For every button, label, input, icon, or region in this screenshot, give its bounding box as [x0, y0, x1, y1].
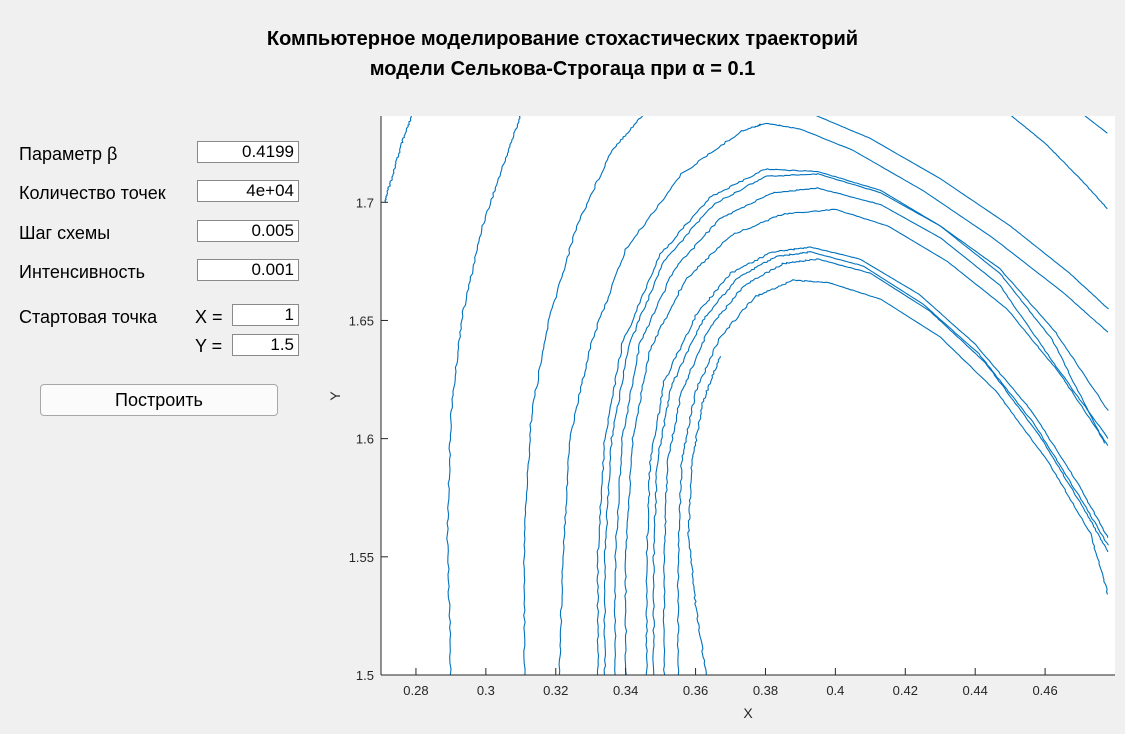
trajectory-line: [645, 246, 1109, 675]
start-y-field[interactable]: 1.5: [232, 334, 299, 356]
x-tick-label: 0.34: [613, 683, 638, 698]
x-tick-label: 0.36: [683, 683, 708, 698]
x-tick-label: 0.3: [477, 683, 495, 698]
start-x-field[interactable]: 1: [232, 304, 299, 326]
points-label: Количество точек: [19, 183, 166, 203]
trajectory-line: [662, 258, 1109, 675]
y-tick-label: 1.6: [356, 432, 374, 447]
start-x-label: X =: [195, 307, 223, 327]
x-tick-label: 0.32: [543, 683, 568, 698]
build-button[interactable]: Построить: [40, 384, 278, 416]
x-tick-label: 0.4: [826, 683, 844, 698]
x-tick-label: 0.42: [893, 683, 918, 698]
y-tick-label: 1.65: [349, 313, 374, 328]
y-axis-label: Y: [327, 391, 343, 401]
beta-field[interactable]: 0.4199: [197, 141, 299, 163]
trajectory-line: [603, 172, 1106, 675]
x-tick-label: 0.46: [1032, 683, 1057, 698]
title-line-1: Компьютерное моделирование стохастически…: [266, 28, 859, 50]
x-tick-label: 0.28: [403, 683, 428, 698]
trajectory-line: [1084, 116, 1108, 134]
trajectory-line: [1010, 116, 1108, 210]
points-field[interactable]: 4e+04: [197, 180, 299, 202]
trajectory-line: [384, 116, 412, 203]
trajectory-line: [676, 279, 1109, 675]
y-tick-label: 1.55: [349, 550, 374, 565]
trajectory-line: [613, 187, 1109, 675]
start-point-label: Стартовая точка: [19, 307, 158, 327]
trajectory-line: [687, 356, 722, 675]
axes-layer: 0.28 0.3 0.32 0.34 0.36 0.38 0.4 0.42 0.44 0.46 1.…: [349, 116, 1115, 698]
start-y-label: Y =: [195, 336, 223, 356]
trajectory-line: [446, 116, 522, 675]
intensity-label: Интенсивность: [19, 262, 146, 282]
x-tick-label: 0.38: [753, 683, 778, 698]
trajectory-line: [652, 251, 1109, 675]
trajectory-line: [624, 208, 1109, 675]
series-layer: [384, 116, 1109, 675]
x-axis-label: X: [743, 705, 753, 721]
step-field[interactable]: 0.005: [197, 220, 299, 242]
plot-area: [381, 116, 1115, 675]
page-title: Компьютерное моделирование стохастически…: [0, 24, 1125, 84]
step-label: Шаг схемы: [19, 223, 111, 243]
title-line-2: модели Селькова-Строгаца при α = 0.1: [369, 58, 756, 80]
x-tick-label: 0.44: [963, 683, 988, 698]
intensity-field[interactable]: 0.001: [197, 259, 299, 281]
y-tick-label: 1.7: [356, 195, 374, 210]
trajectory-line: [523, 116, 643, 675]
beta-label: Параметр β: [19, 144, 118, 164]
trajectory-line: [815, 116, 1109, 310]
trajectory-line: [558, 122, 1109, 675]
trajectory-line: [596, 168, 1109, 675]
y-tick-label: 1.5: [356, 668, 374, 683]
